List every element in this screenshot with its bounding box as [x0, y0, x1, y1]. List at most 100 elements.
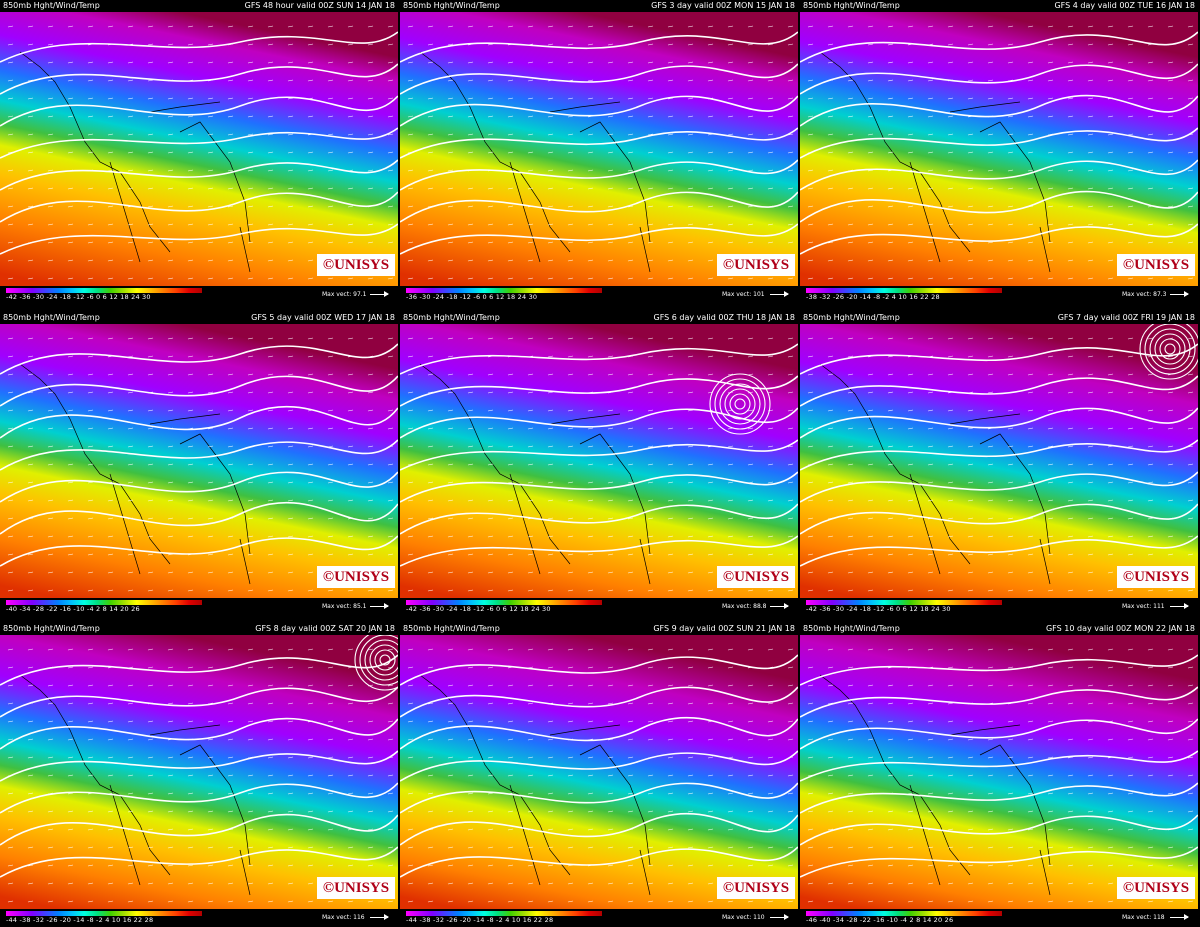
wind-vector	[247, 589, 254, 592]
wind-vector	[467, 355, 474, 358]
wind-vector	[687, 517, 694, 520]
wind-vector	[767, 79, 774, 82]
wind-vector	[27, 792, 34, 795]
panel-valid-time: GFS 10 day valid 00Z MON 22 JAN 18	[1045, 624, 1195, 633]
temperature-field	[400, 324, 798, 598]
wind-vector	[827, 481, 834, 484]
wind-vector	[287, 133, 294, 136]
wind-vector	[647, 774, 654, 777]
height-contour	[800, 503, 1198, 535]
wind-vector	[667, 355, 674, 358]
wind-vector	[167, 373, 174, 376]
wind-vector	[487, 571, 494, 574]
temperature-field	[400, 12, 798, 286]
wind-vector	[427, 277, 434, 280]
wind-vector	[607, 79, 614, 82]
wind-vector	[667, 666, 674, 669]
wind-vector	[207, 169, 214, 172]
wind-vector	[87, 864, 94, 867]
wind-vector	[627, 846, 634, 849]
wind-vector	[307, 115, 314, 118]
wind-vector	[87, 187, 94, 190]
wind-vector	[527, 97, 534, 100]
wind-vector	[1067, 571, 1074, 574]
wind-vector	[1187, 738, 1194, 741]
wind-vector	[27, 79, 34, 82]
wind-vector	[167, 355, 174, 358]
wind-vector	[507, 864, 514, 867]
wind-vector	[207, 702, 214, 705]
wind-vector	[367, 720, 374, 723]
cyclone-contour	[729, 393, 751, 415]
wind-vector	[647, 337, 654, 340]
wind-vector	[1067, 648, 1074, 651]
wind-vector	[667, 684, 674, 687]
wind-vector	[467, 571, 474, 574]
wind-vector	[1167, 169, 1174, 172]
wind-vector	[307, 828, 314, 831]
wind-vector	[647, 666, 654, 669]
wind-vector	[187, 684, 194, 687]
wind-vector	[867, 169, 874, 172]
wind-vector	[427, 337, 434, 340]
wind-vector	[807, 774, 814, 777]
wind-vector	[407, 223, 414, 226]
wind-vector	[827, 355, 834, 358]
wind-vector	[907, 373, 914, 376]
wind-vector	[187, 25, 194, 28]
wind-vector	[507, 571, 514, 574]
wind-vector	[787, 223, 794, 226]
wind-vector	[527, 277, 534, 280]
wind-vector	[867, 684, 874, 687]
wind-vector	[1047, 25, 1054, 28]
wind-vector	[1147, 169, 1154, 172]
wind-vector	[607, 499, 614, 502]
wind-vector	[1087, 43, 1094, 46]
wind-vector	[807, 223, 814, 226]
wind-vector	[967, 223, 974, 226]
wind-vector	[1127, 774, 1134, 777]
height-contour	[0, 717, 398, 750]
wind-vector	[507, 463, 514, 466]
wind-vector	[247, 409, 254, 412]
wind-vector	[827, 445, 834, 448]
wind-vector	[847, 259, 854, 262]
wind-vector	[807, 115, 814, 118]
wind-vector	[427, 792, 434, 795]
wind-vector	[27, 648, 34, 651]
wind-vector	[1127, 169, 1134, 172]
wind-vector	[1107, 169, 1114, 172]
wind-vector	[387, 373, 394, 376]
wind-vector	[287, 373, 294, 376]
wind-vector	[187, 756, 194, 759]
wind-vector	[147, 648, 154, 651]
wind-vector	[1027, 133, 1034, 136]
wind-vector	[347, 445, 354, 448]
wind-vector	[527, 205, 534, 208]
wind-vector	[1127, 25, 1134, 28]
wind-vector	[847, 463, 854, 466]
wind-vector	[1127, 373, 1134, 376]
wind-vector	[1007, 151, 1014, 154]
wind-vector	[587, 25, 594, 28]
wind-vector	[47, 792, 54, 795]
wind-vector	[407, 810, 414, 813]
wind-vector	[307, 61, 314, 64]
wind-vector	[627, 151, 634, 154]
wind-vector	[307, 738, 314, 741]
wind-vector	[427, 571, 434, 574]
wind-vector	[407, 409, 414, 412]
wind-vector	[47, 684, 54, 687]
wind-vector	[387, 648, 394, 651]
unisys-logo: ©UNISYS	[1117, 566, 1195, 588]
wind-vector	[767, 61, 774, 64]
wind-vector	[747, 517, 754, 520]
wind-vector	[427, 517, 434, 520]
wind-vector	[1167, 187, 1174, 190]
wind-vector	[307, 792, 314, 795]
wind-vector	[807, 355, 814, 358]
wind-vector	[187, 720, 194, 723]
wind-vector	[727, 648, 734, 651]
wind-vector	[67, 259, 74, 262]
wind-vector	[1167, 205, 1174, 208]
